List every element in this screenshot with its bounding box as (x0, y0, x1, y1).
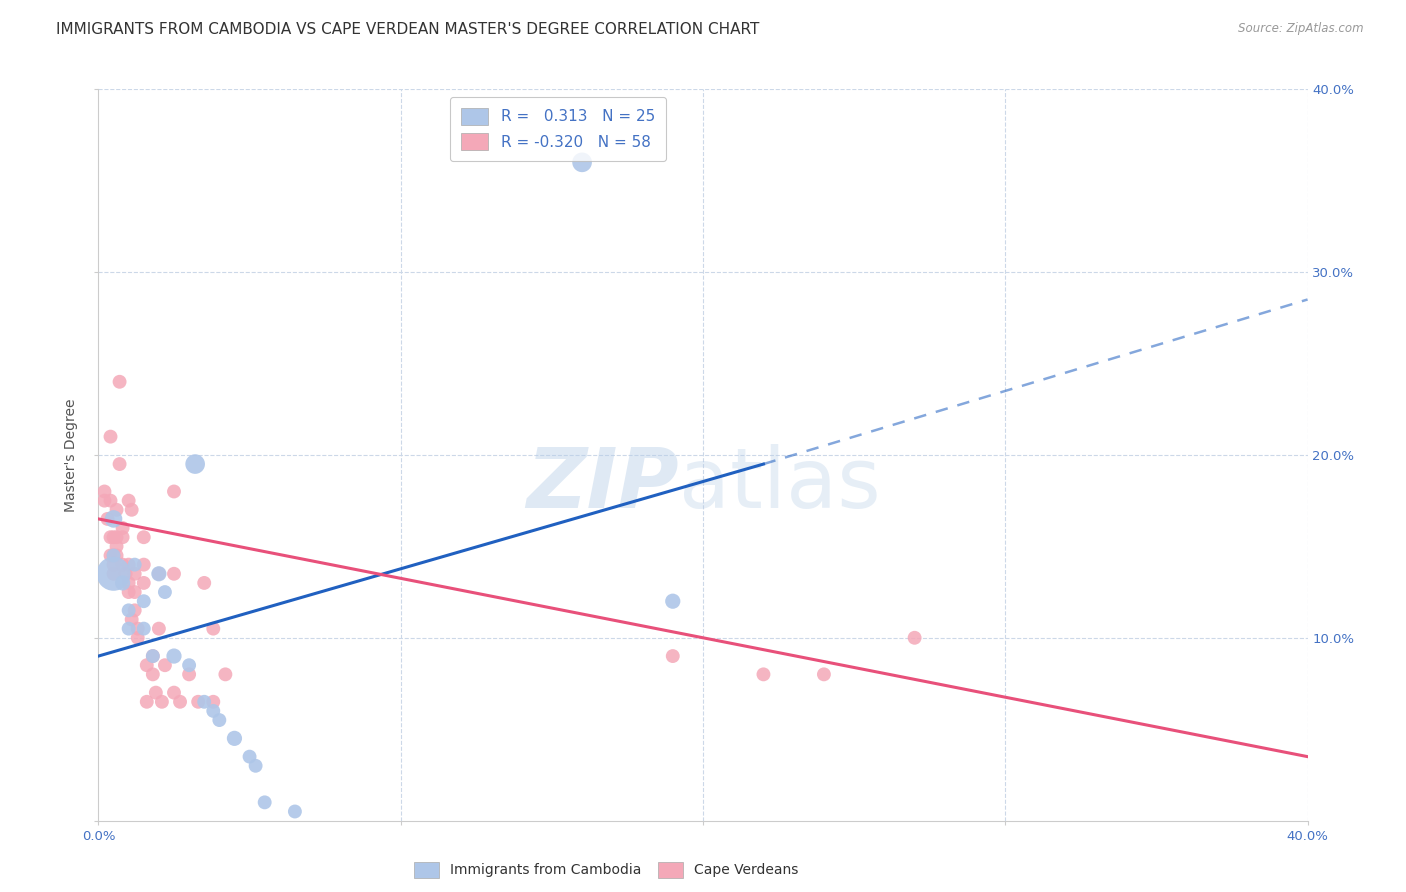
Point (118, 585, 141, 599)
Point (813, 667, 835, 681)
Point (179, 667, 201, 681)
Point (153, 585, 176, 599)
Point (127, 631, 149, 645)
Point (142, 667, 165, 681)
Point (132, 594, 155, 608)
Point (127, 622, 149, 636)
Point (142, 649, 165, 664)
Point (105, 539, 128, 553)
Point (145, 685, 167, 699)
Point (239, 749, 262, 764)
Point (284, 805, 307, 819)
Point (108, 375, 131, 389)
Point (103, 549, 125, 563)
Text: Source: ZipAtlas.com: Source: ZipAtlas.com (1239, 22, 1364, 36)
Point (103, 530, 125, 544)
Point (132, 530, 155, 544)
Point (121, 613, 143, 627)
Point (202, 695, 225, 709)
Point (148, 566, 170, 581)
Point (662, 594, 685, 608)
Point (245, 758, 267, 772)
Point (179, 658, 201, 673)
Text: ZIP: ZIP (526, 443, 679, 524)
Point (142, 649, 165, 664)
Point (124, 558, 146, 572)
Point (135, 695, 157, 709)
Point (193, 576, 215, 591)
Point (153, 658, 176, 673)
Point (124, 566, 146, 581)
Point (187, 695, 209, 709)
Point (121, 502, 143, 516)
Point (96, 512, 118, 526)
Point (132, 576, 155, 591)
Point (135, 658, 157, 673)
Point (118, 493, 141, 508)
Text: IMMIGRANTS FROM CAMBODIA VS CAPE VERDEAN MASTER'S DEGREE CORRELATION CHART: IMMIGRANTS FROM CAMBODIA VS CAPE VERDEAN… (56, 22, 759, 37)
Text: atlas: atlas (679, 443, 880, 524)
Legend: Immigrants from Cambodia, Cape Verdeans: Immigrants from Cambodia, Cape Verdeans (408, 856, 804, 883)
Point (202, 622, 225, 636)
Point (904, 631, 927, 645)
Y-axis label: Master's Degree: Master's Degree (65, 398, 79, 512)
Point (163, 685, 186, 699)
Point (103, 512, 125, 526)
Point (150, 695, 173, 709)
Point (202, 704, 225, 718)
Point (100, 430, 122, 444)
Point (118, 576, 141, 591)
Point (103, 549, 125, 563)
Point (163, 649, 186, 664)
Point (111, 530, 134, 544)
Point (108, 457, 131, 471)
Point (148, 566, 170, 581)
Point (103, 566, 125, 581)
Point (124, 603, 146, 617)
Point (163, 566, 186, 581)
Point (124, 585, 146, 599)
Point (214, 667, 236, 681)
Point (100, 530, 122, 544)
Point (93, 484, 115, 499)
Point (571, 155, 593, 169)
Point (148, 622, 170, 636)
Point (93, 493, 115, 508)
Point (100, 549, 122, 563)
Point (132, 622, 155, 636)
Point (118, 622, 141, 636)
Point (103, 566, 125, 581)
Point (100, 493, 122, 508)
Point (105, 530, 128, 544)
Point (114, 566, 136, 581)
Point (111, 521, 134, 535)
Point (103, 558, 125, 572)
Point (163, 484, 186, 499)
Point (752, 667, 775, 681)
Point (193, 695, 215, 709)
Point (105, 549, 128, 563)
Point (662, 649, 685, 664)
Point (111, 558, 134, 572)
Point (111, 576, 134, 591)
Point (169, 695, 191, 709)
Point (118, 603, 141, 617)
Point (224, 731, 246, 746)
Point (118, 558, 141, 572)
Point (253, 796, 276, 810)
Point (132, 558, 155, 572)
Point (105, 502, 128, 516)
Point (184, 457, 207, 471)
Point (208, 713, 231, 727)
